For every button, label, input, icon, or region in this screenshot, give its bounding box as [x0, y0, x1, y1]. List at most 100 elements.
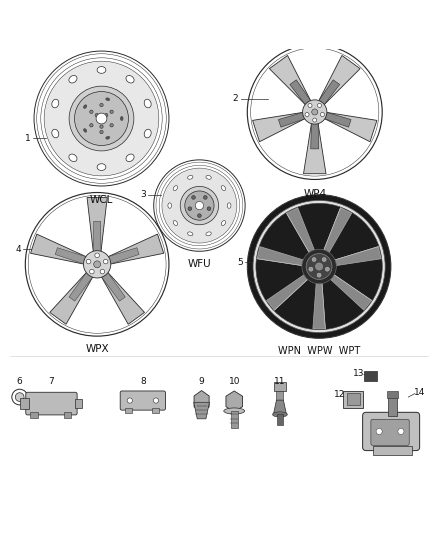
- Circle shape: [180, 187, 219, 225]
- Polygon shape: [319, 55, 360, 104]
- Ellipse shape: [221, 185, 226, 191]
- Circle shape: [84, 251, 111, 278]
- Ellipse shape: [221, 221, 226, 225]
- Circle shape: [100, 103, 103, 107]
- Circle shape: [325, 267, 329, 271]
- Polygon shape: [319, 80, 339, 104]
- Circle shape: [321, 112, 325, 117]
- Text: 2: 2: [233, 94, 238, 103]
- Ellipse shape: [106, 98, 110, 101]
- Polygon shape: [87, 198, 107, 252]
- Text: 4: 4: [15, 245, 21, 254]
- Ellipse shape: [84, 105, 87, 108]
- Ellipse shape: [69, 76, 77, 83]
- FancyBboxPatch shape: [363, 413, 420, 450]
- FancyBboxPatch shape: [371, 419, 409, 446]
- Ellipse shape: [272, 412, 287, 417]
- Ellipse shape: [120, 117, 123, 120]
- Bar: [346, 393, 360, 405]
- Circle shape: [305, 112, 309, 117]
- Circle shape: [312, 109, 318, 115]
- Text: 11: 11: [274, 377, 286, 386]
- Ellipse shape: [168, 203, 172, 208]
- Circle shape: [74, 92, 128, 146]
- Circle shape: [96, 113, 107, 124]
- Bar: [30, 413, 38, 417]
- Text: 13: 13: [353, 369, 365, 377]
- Circle shape: [127, 398, 132, 403]
- Circle shape: [95, 253, 99, 257]
- Polygon shape: [311, 124, 319, 149]
- Ellipse shape: [187, 175, 193, 179]
- Circle shape: [312, 257, 316, 262]
- Bar: [364, 371, 377, 382]
- Circle shape: [153, 398, 159, 403]
- Circle shape: [315, 263, 323, 270]
- Polygon shape: [257, 247, 304, 266]
- Polygon shape: [101, 272, 145, 324]
- Bar: [20, 398, 29, 409]
- Circle shape: [192, 196, 195, 199]
- Bar: [388, 394, 396, 416]
- Bar: [231, 411, 238, 429]
- Text: WP4: WP4: [303, 189, 326, 199]
- Circle shape: [204, 196, 207, 199]
- Ellipse shape: [69, 154, 77, 161]
- Circle shape: [44, 61, 159, 176]
- Bar: [343, 391, 363, 408]
- Circle shape: [376, 429, 382, 434]
- Circle shape: [398, 429, 404, 434]
- Polygon shape: [273, 400, 286, 415]
- Circle shape: [100, 131, 103, 134]
- Circle shape: [256, 203, 382, 330]
- Ellipse shape: [52, 129, 59, 138]
- Circle shape: [247, 195, 391, 338]
- Ellipse shape: [97, 164, 106, 171]
- Circle shape: [313, 118, 317, 122]
- Ellipse shape: [206, 232, 211, 236]
- Bar: [152, 408, 159, 413]
- Bar: [75, 399, 82, 408]
- Polygon shape: [290, 80, 311, 104]
- Circle shape: [308, 103, 312, 108]
- Text: 8: 8: [140, 377, 146, 386]
- Bar: [387, 391, 398, 398]
- Text: 1: 1: [25, 134, 30, 143]
- Circle shape: [207, 207, 211, 211]
- Circle shape: [322, 257, 326, 262]
- Polygon shape: [325, 112, 351, 127]
- Circle shape: [318, 103, 321, 108]
- Polygon shape: [55, 248, 87, 264]
- Circle shape: [90, 110, 93, 114]
- Bar: [125, 408, 132, 413]
- Polygon shape: [313, 282, 325, 329]
- Text: 6: 6: [17, 377, 22, 386]
- Circle shape: [198, 214, 201, 217]
- Ellipse shape: [173, 221, 177, 225]
- Bar: [373, 446, 412, 455]
- Circle shape: [94, 261, 101, 268]
- Circle shape: [309, 267, 313, 271]
- Polygon shape: [93, 221, 101, 252]
- Circle shape: [185, 191, 214, 220]
- Circle shape: [89, 269, 94, 274]
- Ellipse shape: [106, 136, 110, 139]
- Ellipse shape: [126, 154, 134, 161]
- Bar: [277, 415, 283, 425]
- Circle shape: [69, 86, 134, 151]
- Circle shape: [302, 249, 336, 284]
- Text: 14: 14: [413, 388, 425, 397]
- Ellipse shape: [227, 203, 231, 208]
- Bar: [274, 382, 286, 391]
- Circle shape: [105, 114, 108, 117]
- Bar: [276, 391, 283, 400]
- Circle shape: [110, 124, 113, 127]
- Circle shape: [253, 200, 385, 333]
- Circle shape: [162, 168, 237, 243]
- Ellipse shape: [187, 232, 193, 236]
- Polygon shape: [267, 274, 309, 310]
- Polygon shape: [253, 112, 305, 142]
- Bar: [64, 413, 71, 417]
- Circle shape: [306, 254, 332, 279]
- Text: WFU: WFU: [187, 259, 211, 269]
